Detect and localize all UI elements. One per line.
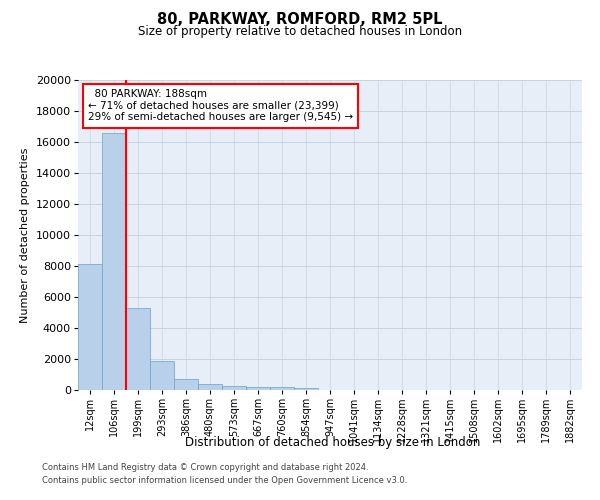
Bar bbox=[222, 386, 246, 390]
Text: 80, PARKWAY, ROMFORD, RM2 5PL: 80, PARKWAY, ROMFORD, RM2 5PL bbox=[157, 12, 443, 28]
Text: Contains public sector information licensed under the Open Government Licence v3: Contains public sector information licen… bbox=[42, 476, 407, 485]
Bar bbox=[198, 384, 222, 390]
Bar bbox=[174, 379, 198, 390]
Text: Contains HM Land Registry data © Crown copyright and database right 2024.: Contains HM Land Registry data © Crown c… bbox=[42, 464, 368, 472]
Bar bbox=[102, 132, 126, 390]
Bar bbox=[150, 362, 174, 390]
Bar bbox=[126, 308, 150, 390]
Y-axis label: Number of detached properties: Number of detached properties bbox=[20, 148, 31, 322]
Text: Distribution of detached houses by size in London: Distribution of detached houses by size … bbox=[185, 436, 481, 449]
Bar bbox=[294, 388, 318, 390]
Bar bbox=[78, 264, 102, 390]
Bar bbox=[246, 386, 270, 390]
Text: 80 PARKWAY: 188sqm
← 71% of detached houses are smaller (23,399)
29% of semi-det: 80 PARKWAY: 188sqm ← 71% of detached hou… bbox=[88, 90, 353, 122]
Bar bbox=[270, 388, 294, 390]
Text: Size of property relative to detached houses in London: Size of property relative to detached ho… bbox=[138, 25, 462, 38]
